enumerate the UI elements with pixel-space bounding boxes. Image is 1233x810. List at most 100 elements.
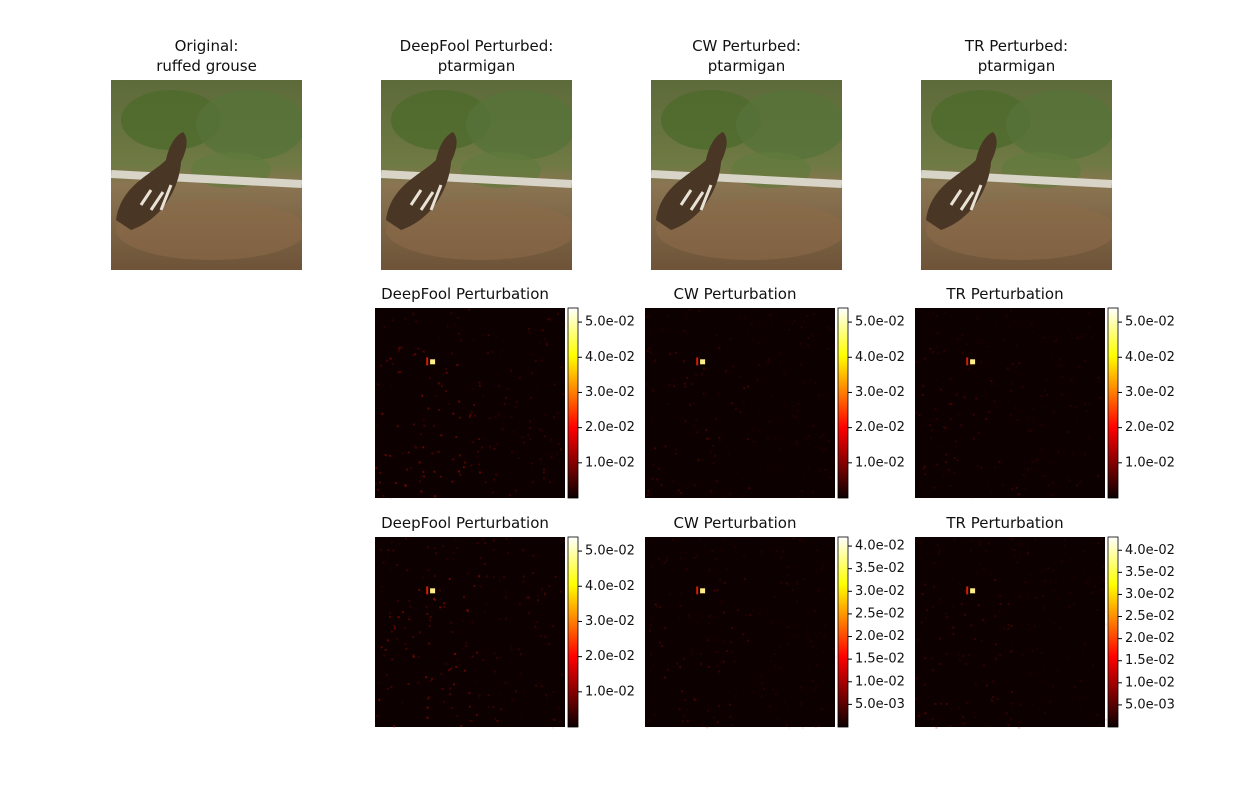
heatmap-pixel [941,697,944,700]
heatmap-pixel [1010,624,1013,627]
heatmap-pixel [957,413,960,416]
heatmap-pixel [389,385,392,388]
heatmap-pixel [809,379,812,382]
heatmap-pixel [438,409,441,412]
heatmap-pixel [564,315,566,317]
heatmap-pixel [1027,416,1030,419]
heatmap-pixel [967,368,970,371]
heatmap-pixel [553,416,556,419]
heatmap-pixel [983,671,985,673]
heatmap-pixel [386,554,389,557]
heatmap-pixel [513,430,516,433]
heatmap-pixel [1069,558,1072,561]
heatmap-pixel [1073,685,1076,688]
heatmap-pixel [389,357,392,360]
heatmap-pixel [528,331,531,334]
heatmap-pixel [824,447,827,450]
heatmap-pixel [1104,610,1107,613]
heatmap-pixel [817,394,820,397]
heatmap-pixel [748,637,751,640]
heatmap-pixel [1075,420,1078,423]
heatmap-pixel [515,400,518,403]
heatmap-pixel [734,695,737,698]
heatmap-pixel [737,608,740,611]
heatmap-pixel [1008,324,1011,327]
heatmap-pixel [1104,438,1107,441]
heatmap-pixel [815,684,818,687]
heatmap-pixel [554,440,557,443]
heatmap-pixel [405,647,408,650]
heatmap-pixel [1006,348,1008,350]
heatmap-pixel [469,415,472,418]
heatmap-pixel [945,612,948,615]
heatmap-pixel [412,353,415,356]
heatmap-pixel [492,548,495,551]
heatmap-pixel [929,424,932,427]
heatmap-pixel [501,350,504,353]
heatmap-pixel [699,653,702,656]
heatmap-pixel [1094,585,1097,588]
heatmap-pixel [500,708,503,711]
heatmap-pixel [696,431,699,434]
heatmap-pixel [647,490,650,493]
heatmap-pixel [1022,441,1024,443]
heatmap-pixel [805,633,808,636]
heatmap-pixel [924,617,927,620]
heatmap-pixel [924,583,927,586]
heatmap-pixel [1030,673,1033,676]
heatmap-pixel [933,585,936,588]
heatmap-pixel [478,694,481,697]
heatmap-pixel [774,437,777,440]
heatmap-pixel [554,399,557,402]
heatmap-hotspot [700,359,706,365]
heatmap-pixel [815,570,818,573]
heatmap-pixel [1101,378,1104,381]
heatmap-pixel [426,716,429,719]
heatmap-pixel [766,469,768,471]
heatmap-pixel [686,376,689,379]
heatmap-pixel [546,343,549,346]
heatmap-pixel [560,366,563,369]
heatmap-pixel [980,650,983,653]
heatmap-pixel [434,495,437,498]
heatmap-pixel [435,363,438,366]
heatmap-pixel [739,411,742,414]
heatmap-pixel [518,678,521,681]
heatmap-pixel [1068,605,1071,608]
heatmap-pixel [553,415,556,418]
heatmap-pixel [735,688,738,691]
heatmap-pixel [958,707,961,710]
heatmap-pixel [441,545,444,548]
heatmap-pixel [752,440,755,443]
heatmap-pixel [742,496,745,499]
colorbar-tick-label: 1.0e-02 [585,684,635,699]
heatmap-pixel [543,414,546,417]
heatmap-pixel [547,642,550,645]
heatmap-pixel [702,392,705,395]
heatmap-pixel [1084,695,1087,698]
heatmap-pixel [931,605,934,608]
heatmap-pixel [719,439,722,442]
heatmap-pixel [659,647,661,649]
heatmap-pixel [1010,650,1013,653]
heatmap-pixel [1018,726,1021,729]
heatmap-hotspot [430,359,436,365]
heatmap-pixel [1022,474,1025,477]
heatmap-pixel [697,621,700,624]
heatmap-pixel [1093,583,1095,585]
heatmap-pixel [777,467,780,470]
heatmap-pixel [1039,682,1042,685]
heatmap-pixel [921,424,924,427]
heatmap-pixel [915,540,918,543]
heatmap-pixel [471,621,474,624]
heatmap-pixel [468,692,471,695]
heatmap-pixel [751,609,754,612]
heatmap-pixel [556,453,559,456]
heatmap-pixel [491,491,494,494]
heatmap-background [915,537,1105,727]
heatmap-pixel [1004,354,1007,357]
heatmap-pixel [1044,567,1047,570]
heatmap-pixel [958,582,961,585]
heatmap-pixel [695,554,698,557]
heatmap-pixel [801,726,804,729]
